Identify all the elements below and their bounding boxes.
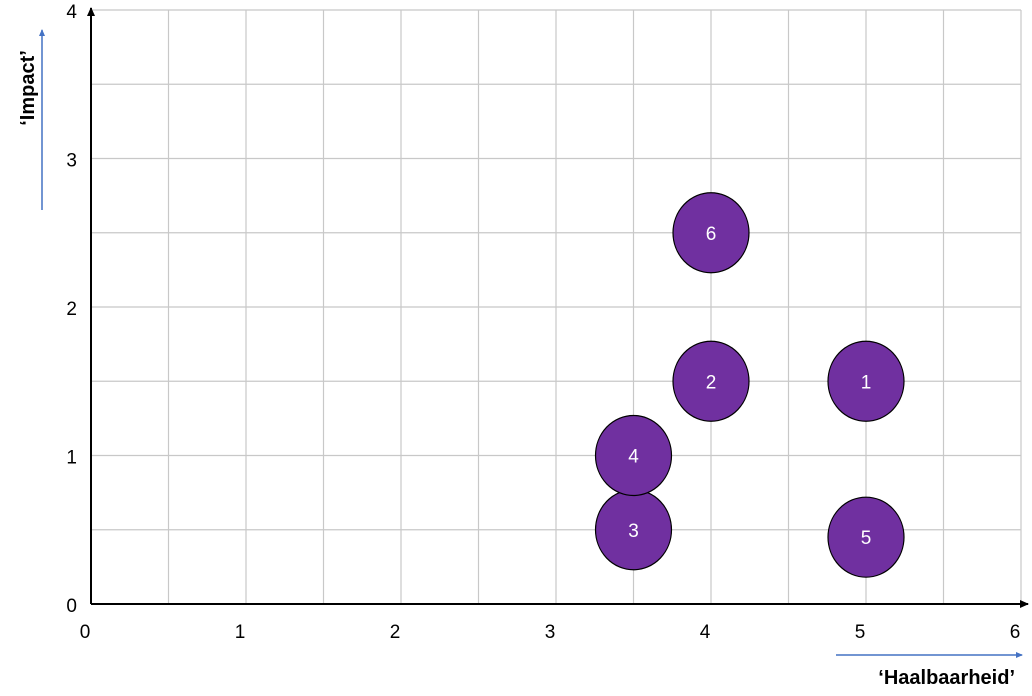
data-point-label: 4 bbox=[628, 447, 639, 468]
x-tick-label: 4 bbox=[700, 622, 711, 643]
data-point-5 bbox=[827, 496, 905, 578]
x-tick-label: 2 bbox=[390, 622, 401, 643]
data-point-label: 6 bbox=[706, 224, 717, 245]
data-point-6 bbox=[672, 192, 750, 274]
axes bbox=[87, 7, 1029, 608]
y-tick-label: 1 bbox=[66, 448, 77, 469]
y-tick-label: 2 bbox=[66, 299, 77, 320]
x-tick-label: 3 bbox=[545, 622, 556, 643]
data-point-label: 3 bbox=[628, 521, 639, 542]
y-axis-title: ‘Impact’ bbox=[17, 50, 39, 126]
data-point-label: 1 bbox=[861, 372, 872, 393]
data-point-label: 2 bbox=[706, 372, 717, 393]
y-tick-label: 3 bbox=[66, 151, 77, 172]
data-point-2 bbox=[672, 340, 750, 422]
y-tick-label: 4 bbox=[66, 2, 77, 23]
x-tick-label: 5 bbox=[855, 622, 866, 643]
x-tick-label: 6 bbox=[1010, 622, 1021, 643]
y-tick-label: 0 bbox=[66, 596, 77, 617]
axis-titles: ‘Haalbaarheid’ ‘Impact’ bbox=[17, 29, 1023, 689]
x-axis-title: ‘Haalbaarheid’ bbox=[878, 667, 1015, 689]
x-tick-label: 0 bbox=[80, 622, 91, 643]
data-point-1 bbox=[827, 340, 905, 422]
data-point-label: 5 bbox=[861, 528, 872, 549]
x-tick-label: 1 bbox=[235, 622, 246, 643]
data-point-4 bbox=[594, 414, 673, 497]
tick-labels: 0 1 2 3 4 5 6 0 1 2 3 4 bbox=[66, 2, 1020, 643]
data-points: 1 2 3 4 5 6 bbox=[594, 192, 905, 578]
